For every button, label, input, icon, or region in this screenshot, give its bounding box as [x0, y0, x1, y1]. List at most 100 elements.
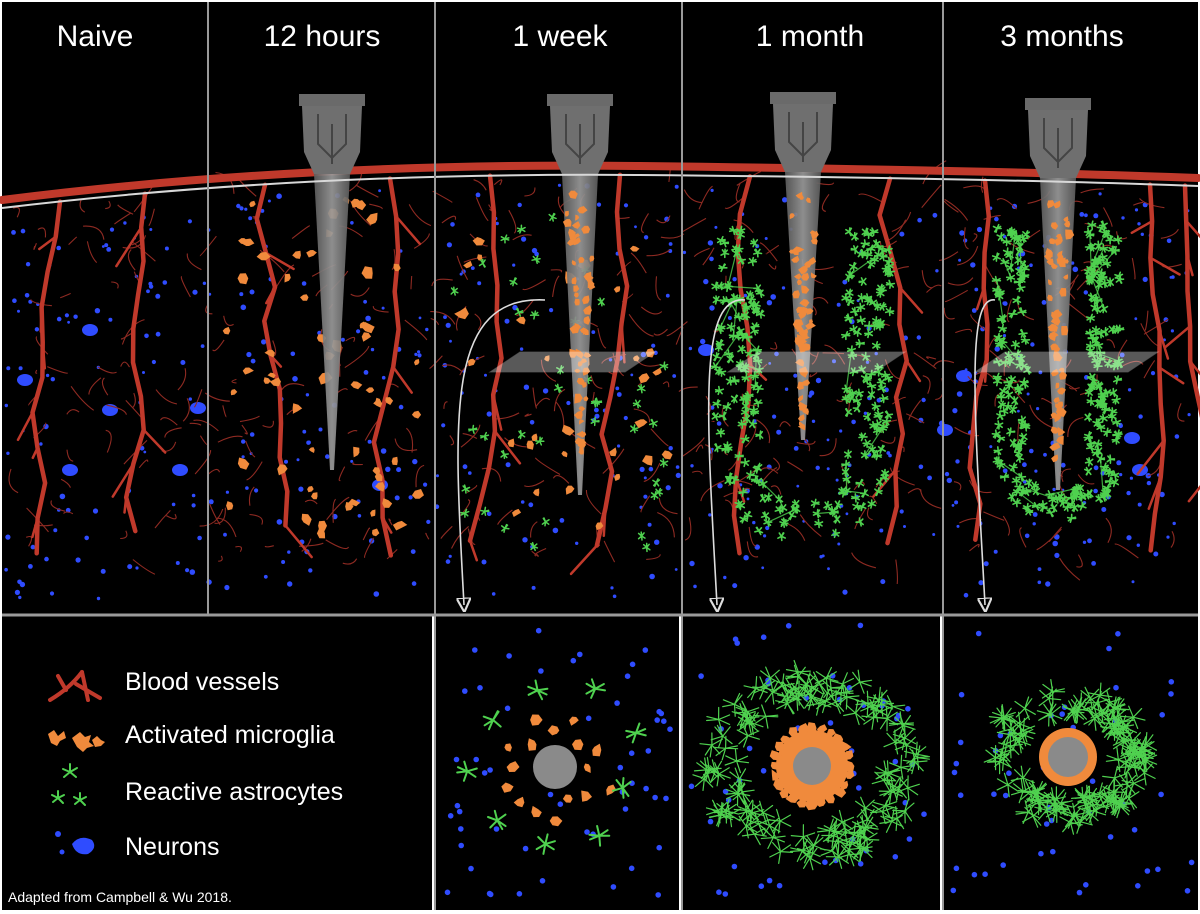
neuron-dot [301, 281, 307, 286]
microglia-cell [256, 252, 271, 261]
section-arrow [458, 299, 546, 605]
neuron-dot [970, 262, 976, 268]
astrocyte-cell [1115, 359, 1124, 369]
microglia-cell [515, 316, 526, 325]
astrocyte-cell [997, 340, 1006, 350]
vessel-branch [142, 428, 167, 454]
neuron-dot [373, 591, 380, 597]
neuron-dot [766, 877, 773, 884]
astrocyte-cell [530, 541, 539, 552]
astrocyte-cell [1065, 698, 1091, 724]
neuron-dot [14, 589, 20, 596]
astrocyte-cell [1011, 476, 1021, 486]
astrocyte-cell [874, 487, 883, 497]
neuron-dot [1144, 868, 1151, 874]
microglia-cell [583, 305, 592, 315]
capillary [120, 361, 130, 368]
astrocyte-cell [990, 740, 1015, 765]
astrocyte-cell [1027, 791, 1052, 816]
neuron-dot [634, 225, 637, 229]
neuron-dot [656, 844, 662, 851]
neuron-dot [505, 462, 511, 468]
capillary [972, 233, 978, 243]
capillary [1122, 360, 1144, 367]
astrocyte-cell [748, 419, 758, 429]
astrocyte-cell [527, 679, 549, 701]
neuron-body [937, 424, 953, 436]
microglia-cell [370, 509, 376, 517]
capillary [410, 275, 413, 290]
astrocyte-cell [1009, 438, 1017, 448]
astrocyte-cell [1099, 413, 1109, 423]
astrocyte-cell [1095, 255, 1105, 266]
astrocyte-cell [1019, 377, 1029, 387]
microglia-cell [1052, 331, 1059, 339]
neuron-dot [425, 327, 429, 332]
probe-cap [547, 94, 613, 106]
astrocyte-cell [723, 444, 733, 454]
astrocyte-cell [866, 369, 876, 380]
capillary [475, 197, 489, 222]
astrocyte-cell [482, 710, 502, 731]
astrocyte-process [1099, 458, 1104, 498]
astrocyte-cell [835, 684, 860, 710]
microglia-cell [526, 440, 534, 450]
capillary [769, 341, 778, 350]
neuron-dot [839, 429, 843, 433]
microglia-cell [802, 407, 809, 416]
microglia-cell [1057, 426, 1066, 436]
capillary [746, 541, 759, 558]
astrocyte-cell [1014, 255, 1023, 266]
neuron-dot [1137, 502, 1142, 507]
neuron-dot [1003, 301, 1008, 306]
neuron-dot [903, 525, 906, 528]
vessel-branch [284, 524, 313, 559]
neuron-dot [708, 513, 712, 517]
capillary [207, 468, 221, 476]
neuron-dot [4, 567, 8, 572]
neuron-dot [1188, 859, 1195, 866]
neuron-dot [647, 522, 652, 527]
legend-label-reactive-astrocytes: Reactive astrocytes [125, 778, 343, 806]
astrocyte-cell [710, 362, 720, 372]
astrocyte-cell [1019, 432, 1028, 442]
astrocyte-cell [750, 238, 759, 248]
neuron-dot [1082, 540, 1087, 544]
capillary [796, 440, 816, 445]
microglia-cell [802, 299, 810, 306]
vessel-branch [394, 215, 422, 246]
neuron-dot [444, 889, 451, 896]
astrocyte-cell [650, 490, 659, 501]
astrocyte-cell [1102, 427, 1112, 437]
neuron-dot [539, 878, 546, 884]
neuron-dot [101, 245, 105, 248]
astrocyte-cell [1115, 274, 1125, 284]
neuron-dot [615, 386, 620, 391]
astrocyte-cell [864, 328, 874, 339]
astrocyte-cell [726, 354, 735, 364]
capillary [325, 539, 350, 550]
neuron-dot [454, 802, 461, 809]
astrocyte-cell [1002, 236, 1012, 247]
microglia-cell [361, 332, 372, 342]
astrocyte-cell [1017, 307, 1027, 317]
capillary [851, 552, 877, 569]
astrocyte-cell [997, 323, 1008, 333]
capillary [449, 435, 455, 446]
neuron-dot [689, 560, 695, 567]
neuron-dot [123, 221, 127, 225]
microglia-cell [816, 724, 828, 734]
capillary [164, 427, 182, 438]
microglia-cell [1051, 311, 1058, 319]
microglia-cell [350, 381, 363, 390]
neuron-dot [1052, 487, 1056, 492]
neuron-dot [1115, 631, 1121, 637]
astrocyte-process [767, 508, 797, 523]
astrocyte-cell [845, 296, 855, 306]
neuron-dot [616, 392, 622, 397]
neuron-dot [1119, 352, 1125, 358]
astrocyte-cell [788, 511, 797, 521]
neuron-dot [73, 314, 78, 319]
neuron-dot [766, 300, 773, 306]
neuron-dot [906, 836, 913, 842]
